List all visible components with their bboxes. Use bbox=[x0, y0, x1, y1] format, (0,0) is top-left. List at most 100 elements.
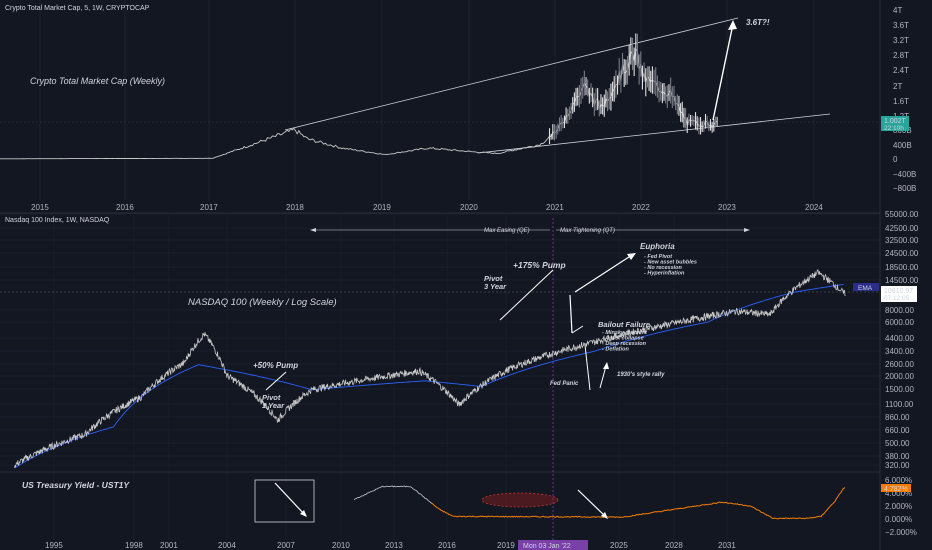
nasdaq-y-tick: 380.00 bbox=[885, 452, 910, 461]
crypto-y-tick: 0 bbox=[893, 155, 898, 164]
nasdaq-y-tick: 660.00 bbox=[885, 426, 910, 435]
bailout-title: Bailout Failure bbox=[598, 320, 650, 329]
crypto-title: Crypto Total Market Cap (Weekly) bbox=[30, 76, 165, 86]
pump-175-label: +175% Pump bbox=[513, 260, 566, 270]
bottom-x-tick: 2016 bbox=[438, 541, 456, 550]
rally-1930-label: 1930's style rally bbox=[617, 372, 665, 378]
crypto-x-tick: 2019 bbox=[373, 203, 391, 212]
crypto-x-tick: 2020 bbox=[460, 203, 478, 212]
pivot-3-label: Pivot bbox=[484, 274, 503, 283]
nasdaq-ema-series bbox=[14, 283, 844, 469]
bailout-item: - Minsky moment bbox=[602, 330, 648, 336]
nasdaq-time-badge-text: 07:12:05 bbox=[884, 295, 910, 302]
crypto-x-tick: 2023 bbox=[718, 203, 736, 212]
bottom-x-tick: 2010 bbox=[332, 541, 350, 550]
bailout-item: - Deep recession bbox=[602, 341, 647, 347]
nasdaq-price-series bbox=[14, 269, 846, 469]
crypto-time-badge-text: 22:10h bbox=[884, 125, 904, 132]
crypto-price-badge-text: 1.002T bbox=[884, 118, 907, 125]
crypto-price-series bbox=[0, 48, 718, 160]
pump-50-label: +50% Pump bbox=[253, 361, 298, 370]
crypto-x-tick: 2017 bbox=[200, 203, 218, 212]
euphoria-item: - No recession bbox=[644, 265, 683, 271]
euphoria-title: Euphoria bbox=[640, 242, 675, 251]
nasdaq-y-tick: 32500.00 bbox=[885, 236, 919, 245]
euphoria-list: - Fed Pivot- New asset bubbles- No reces… bbox=[644, 254, 697, 277]
nasdaq-y-tick: 42500.00 bbox=[885, 224, 919, 233]
bottom-x-tick: 1998 bbox=[125, 541, 143, 550]
target-arrow bbox=[712, 23, 734, 121]
bailout-arrow bbox=[569, 294, 573, 334]
crypto-y-tick: 2T bbox=[893, 82, 902, 91]
yield-highlight-box bbox=[254, 479, 315, 523]
crypto-x-tick: 2018 bbox=[286, 203, 304, 212]
nasdaq-y-tick: 14500.00 bbox=[885, 276, 919, 285]
fed-panic-label: Fed Panic bbox=[550, 381, 579, 387]
crypto-x-tick: 2024 bbox=[805, 203, 823, 212]
nasdaq-y-axis: 55000.00 42500.00 32500.00 24500.00 18500.00… bbox=[885, 210, 919, 470]
nasdaq-y-tick: 6000.00 bbox=[885, 318, 914, 327]
target-label: 3.6T?! bbox=[746, 18, 770, 27]
date-marker-badge bbox=[518, 540, 588, 550]
yield-down-arrow-1 bbox=[274, 482, 306, 516]
euphoria-item: - Fed Pivot bbox=[644, 254, 673, 260]
yield-pre-series bbox=[353, 485, 433, 505]
bailout-list: - Minsky moment- Asset collapse- Deep re… bbox=[602, 330, 648, 353]
nasdaq-y-tick: 1500.00 bbox=[885, 385, 914, 394]
nasdaq-y-tick: 4400.00 bbox=[885, 334, 914, 343]
nasdaq-y-tick: 55000.00 bbox=[885, 210, 919, 219]
yield-red-ellipse bbox=[481, 492, 559, 508]
yield-title: US Treasury Yield - UST1Y bbox=[22, 480, 130, 490]
nasdaq-y-tick: 24500.00 bbox=[885, 249, 919, 258]
yield-y-axis: 6.000% 4.000% 2.000% 0.000% −2.000% bbox=[885, 476, 917, 537]
yield-y-tick: 4.000% bbox=[885, 489, 912, 498]
max-easing-label: Max Easing (QE) bbox=[484, 228, 530, 234]
crypto-candles bbox=[548, 33, 718, 145]
nasdaq-price-badge-text: 10810.97 bbox=[884, 288, 913, 295]
bailout-item: - Asset collapse bbox=[602, 336, 644, 342]
nasdaq-y-tick: 8000.00 bbox=[885, 306, 914, 315]
crypto-x-tick: 2022 bbox=[632, 203, 650, 212]
crypto-y-tick: −400B bbox=[893, 170, 916, 179]
ema-badge bbox=[853, 283, 879, 291]
yield-badge-text: 4.782% bbox=[884, 486, 908, 493]
ema-badge-text: EMA bbox=[858, 285, 873, 292]
euphoria-item: - New asset bubbles bbox=[644, 260, 697, 266]
bottom-x-tick: 1995 bbox=[45, 541, 63, 550]
bottom-x-axis: 1995 1998 2001 2004 2007 2010 2013 2016 2019 2025… bbox=[45, 541, 736, 550]
nasdaq-header: Nasdaq 100 Index, 1W, NASDAQ bbox=[5, 217, 110, 224]
bottom-x-tick: 2028 bbox=[665, 541, 683, 550]
wedge-upper-line bbox=[284, 17, 739, 131]
bottom-x-tick: 2025 bbox=[610, 541, 628, 550]
grid-lines bbox=[39, 0, 815, 200]
bottom-x-tick: 2031 bbox=[718, 541, 736, 550]
rally-arrow bbox=[599, 365, 607, 389]
wedge-lower-line bbox=[477, 113, 831, 154]
bailout-item: - Deflation bbox=[602, 347, 630, 353]
bottom-x-tick: 2013 bbox=[385, 541, 403, 550]
crypto-y-tick: 2.4T bbox=[893, 66, 909, 75]
crypto-y-tick: 400B bbox=[893, 141, 912, 150]
euphoria-arrow bbox=[574, 254, 633, 293]
yield-y-tick: −2.000% bbox=[885, 528, 917, 537]
yield-y-tick: 0.000% bbox=[885, 515, 912, 524]
nasdaq-y-tick: 3400.00 bbox=[885, 347, 914, 356]
nasdaq-y-tick: 2600.00 bbox=[885, 360, 914, 369]
crypto-y-tick: 4T bbox=[893, 6, 902, 15]
nasdaq-y-tick: 860.00 bbox=[885, 413, 910, 422]
bottom-x-tick: 2007 bbox=[277, 541, 295, 550]
crypto-x-tick: 2021 bbox=[546, 203, 564, 212]
date-marker-text: Mon 03 Jan '22 bbox=[523, 543, 571, 550]
crypto-y-tick: −800B bbox=[893, 184, 916, 193]
pivot-1-label: Pivot bbox=[262, 393, 281, 402]
crypto-x-tick: 2016 bbox=[116, 203, 134, 212]
crypto-price-badge bbox=[881, 116, 909, 131]
nasdaq-y-tick: 18500.00 bbox=[885, 263, 919, 272]
yield-down-arrow-2 bbox=[577, 489, 607, 518]
fed-panic-arrow bbox=[584, 344, 591, 391]
crypto-y-tick: 1.6T bbox=[893, 97, 909, 106]
nasdaq-title: NASDAQ 100 (Weekly / Log Scale) bbox=[188, 297, 337, 308]
nasdaq-y-tick: 1100.00 bbox=[885, 400, 914, 409]
crypto-y-tick: 2.8T bbox=[893, 51, 909, 60]
